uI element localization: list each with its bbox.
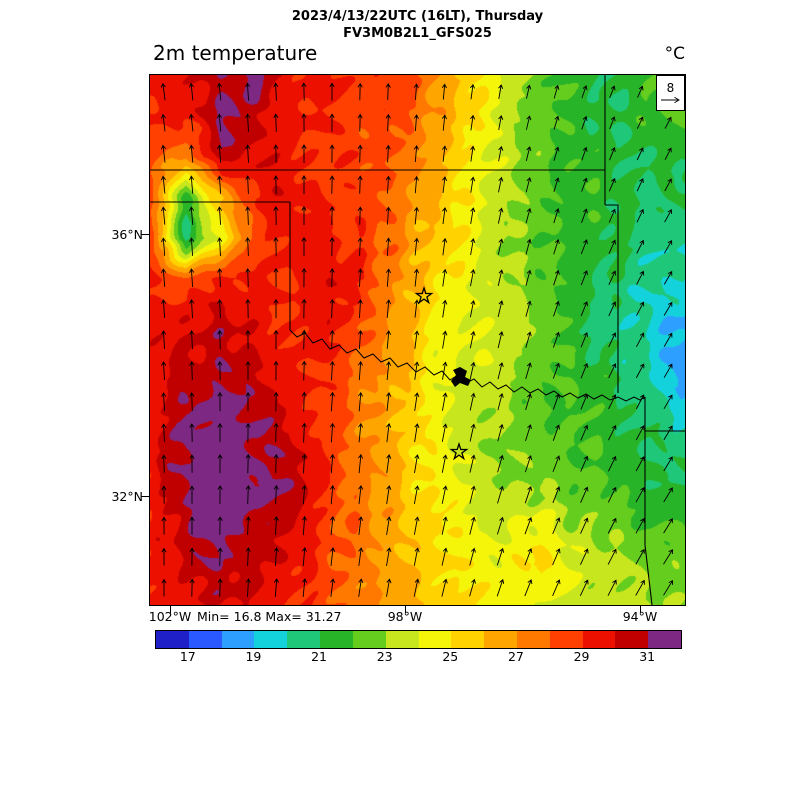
reference-vector-arrow <box>660 96 680 103</box>
lat-tick-label-32n: 32°N <box>111 489 143 504</box>
plot-model-title: FV3M0B2L1_GFS025 <box>343 26 492 41</box>
colorbar-segment <box>287 631 321 648</box>
colorbar-segment <box>254 631 288 648</box>
wind-arrows <box>160 82 673 598</box>
lon-tick-98w <box>405 606 406 613</box>
lon-tick-label-98w: 98°W <box>387 609 423 624</box>
colorbar-tick-label: 31 <box>639 649 656 664</box>
colorbar-segment <box>320 631 353 648</box>
state-border-line <box>644 397 653 605</box>
map-frame: 8 <box>149 74 686 606</box>
colorbar-tick-label: 17 <box>179 649 196 664</box>
state-border-line <box>605 204 619 393</box>
colorbar-segment <box>484 631 517 648</box>
lon-tick-label-94w: 94°W <box>622 609 658 624</box>
lon-tick-102w <box>170 606 171 613</box>
lat-tick-label-36n: 36°N <box>111 227 143 242</box>
lon-tick-label-102w: 102°W <box>148 609 192 624</box>
colorbar-tick-label: 19 <box>245 649 262 664</box>
reference-vector-value: 8 <box>666 80 675 95</box>
colorbar-segment <box>188 631 222 648</box>
colorbar-tick-label: 21 <box>311 649 328 664</box>
units-label: °C <box>664 44 685 64</box>
plot-datetime-title: 2023/4/13/22UTC (16LT), Thursday <box>291 9 544 24</box>
reference-vector-box: 8 <box>656 75 685 111</box>
colorbar-segment <box>582 631 616 648</box>
variable-title: 2m temperature <box>153 41 318 65</box>
colorbar-segment <box>385 631 419 648</box>
minmax-label: Min= 16.8 Max= 31.27 <box>197 609 342 624</box>
lat-tick-36n <box>141 234 149 235</box>
red-river-line <box>289 329 646 402</box>
city-star-marker <box>449 441 469 461</box>
colorbar <box>155 630 682 649</box>
colorbar-segment <box>418 631 452 648</box>
lat-tick-32n <box>141 496 149 497</box>
colorbar-segment <box>451 631 485 648</box>
lon-tick-94w <box>640 606 641 613</box>
lake-shape <box>451 367 471 387</box>
city-star-marker <box>414 285 434 305</box>
colorbar-segment <box>549 631 583 648</box>
colorbar-segment <box>221 631 255 648</box>
colorbar-segment <box>156 631 189 648</box>
colorbar-tick-label: 23 <box>376 649 393 664</box>
colorbar-segment <box>648 631 681 648</box>
colorbar-tick-label: 29 <box>573 649 590 664</box>
colorbar-segment <box>352 631 386 648</box>
colorbar-tick-label: 27 <box>507 649 524 664</box>
colorbar-tick-label: 25 <box>442 649 459 664</box>
map-overlay <box>150 75 685 605</box>
colorbar-segment <box>615 631 649 648</box>
colorbar-segment <box>516 631 550 648</box>
